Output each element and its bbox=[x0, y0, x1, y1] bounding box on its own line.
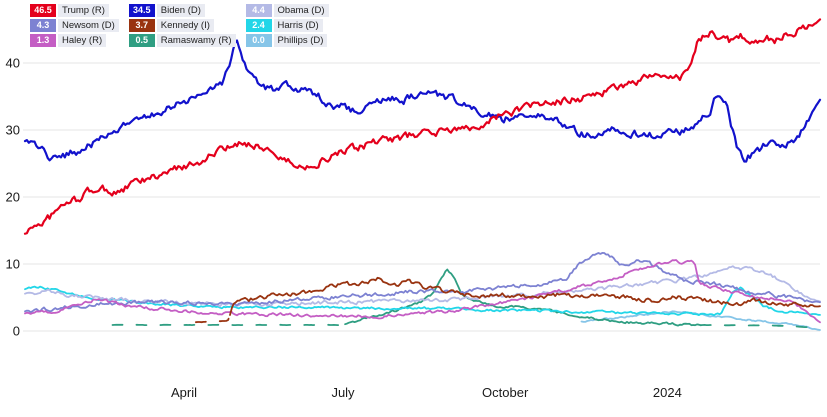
legend-candidate-label: Haley (R) bbox=[58, 34, 107, 47]
legend-value-badge: 34.5 bbox=[128, 4, 155, 17]
series-line-kennedy bbox=[194, 314, 231, 324]
series-line-obama bbox=[24, 265, 821, 308]
legend-candidate-label: Phillips (D) bbox=[273, 34, 328, 47]
y-tick-label: 0 bbox=[13, 324, 20, 339]
legend-value-badge: 0.0 bbox=[245, 34, 272, 47]
legend-item-obama: 4.4 Obama (D) bbox=[245, 4, 329, 17]
y-tick-label: 20 bbox=[6, 190, 20, 205]
series-line-harris bbox=[24, 285, 821, 317]
legend-item-haley: 1.3 Haley (R) bbox=[30, 34, 119, 47]
legend-candidate-label: Harris (D) bbox=[273, 19, 323, 32]
y-tick-label: 40 bbox=[6, 56, 20, 71]
legend-item-kennedy: 3.7 Kennedy (I) bbox=[128, 19, 236, 32]
legend-value-badge: 0.5 bbox=[128, 34, 155, 47]
series-line-newsom bbox=[24, 251, 821, 314]
x-tick-label: October bbox=[482, 385, 529, 400]
x-tick-label: 2024 bbox=[653, 385, 682, 400]
legend-candidate-label: Kennedy (I) bbox=[156, 19, 214, 32]
legend-value-badge: 3.7 bbox=[128, 19, 155, 32]
series-line-biden bbox=[23, 39, 822, 163]
legend-item-ramaswamy: 0.5 Ramaswamy (R) bbox=[128, 34, 236, 47]
series-line-trump bbox=[23, 18, 822, 235]
legend-candidate-label: Biden (D) bbox=[156, 4, 205, 17]
series-line-haley bbox=[24, 259, 821, 324]
y-tick-label: 30 bbox=[6, 123, 20, 138]
legend-candidate-label: Ramaswamy (R) bbox=[156, 34, 236, 47]
series-line-ramaswamy bbox=[111, 323, 347, 327]
series-line-ramaswamy bbox=[699, 323, 821, 329]
legend-item-newsom: 4.3 Newsom (D) bbox=[30, 19, 119, 32]
legend-item-biden: 34.5 Biden (D) bbox=[128, 4, 236, 17]
legend-item-harris: 2.4 Harris (D) bbox=[245, 19, 329, 32]
x-tick-label: July bbox=[331, 385, 355, 400]
legend-value-badge: 2.4 bbox=[245, 19, 272, 32]
legend-candidate-label: Trump (R) bbox=[58, 4, 109, 17]
legend-value-badge: 46.5 bbox=[30, 4, 56, 17]
legend-item-phillips: 0.0 Phillips (D) bbox=[245, 34, 329, 47]
legend-candidate-label: Obama (D) bbox=[273, 4, 329, 17]
legend-value-badge: 4.3 bbox=[30, 19, 56, 32]
legend: 46.5 Trump (R) 34.5 Biden (D) 4.4 Obama (D) 4.… bbox=[30, 4, 329, 47]
legend-candidate-label: Newsom (D) bbox=[58, 19, 119, 32]
y-tick-label: 10 bbox=[6, 257, 20, 272]
legend-item-trump: 46.5 Trump (R) bbox=[30, 4, 119, 17]
series-line-kennedy bbox=[229, 276, 821, 316]
legend-value-badge: 1.3 bbox=[30, 34, 56, 47]
x-tick-label: April bbox=[171, 385, 197, 400]
legend-value-badge: 4.4 bbox=[245, 4, 272, 17]
